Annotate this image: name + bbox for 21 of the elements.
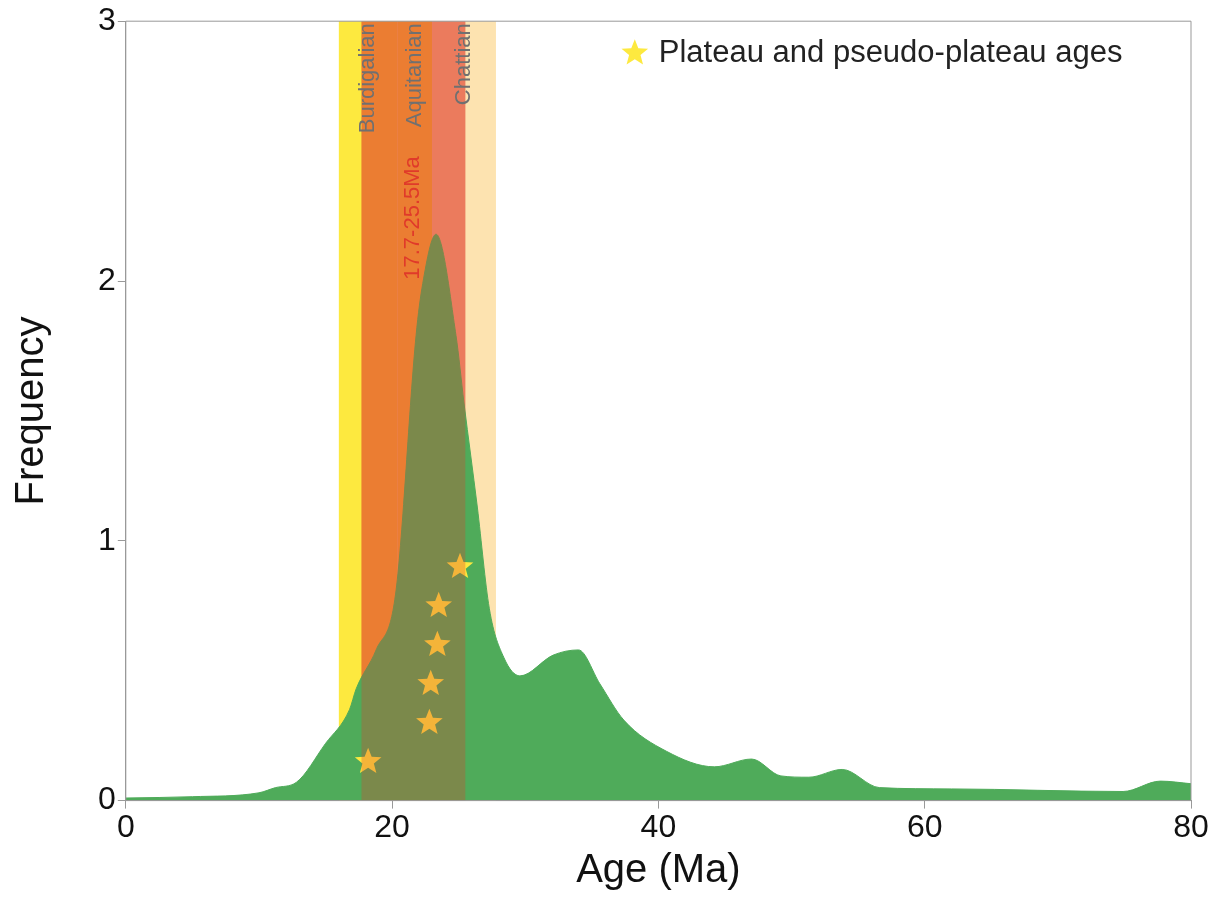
x-tick-label: 80 xyxy=(1173,807,1209,844)
x-tick-label: 60 xyxy=(906,807,943,844)
y-tick-label: 0 xyxy=(98,780,116,817)
x-axis-title: Age (Ma) xyxy=(576,846,741,891)
band-label: 17.7-25.5Ma xyxy=(399,155,425,280)
y-tick-label: 1 xyxy=(98,520,116,557)
band-label: Chattian xyxy=(450,23,476,106)
point xyxy=(424,630,451,657)
point xyxy=(354,747,382,773)
point xyxy=(417,669,445,696)
point xyxy=(446,552,474,579)
legend-label: Plateau and pseudo-plateau ages xyxy=(658,33,1123,69)
point xyxy=(425,591,453,618)
band-label: Aquitanian xyxy=(400,23,426,128)
band-label: Burdigalian xyxy=(354,23,380,134)
x-tick-label: 40 xyxy=(640,807,677,844)
y-tick-label: 3 xyxy=(98,1,116,38)
x-tick-label: 20 xyxy=(374,807,410,844)
point xyxy=(416,708,443,734)
y-tick-label: 2 xyxy=(98,260,116,297)
y-axis-title: Frequency xyxy=(7,316,52,506)
